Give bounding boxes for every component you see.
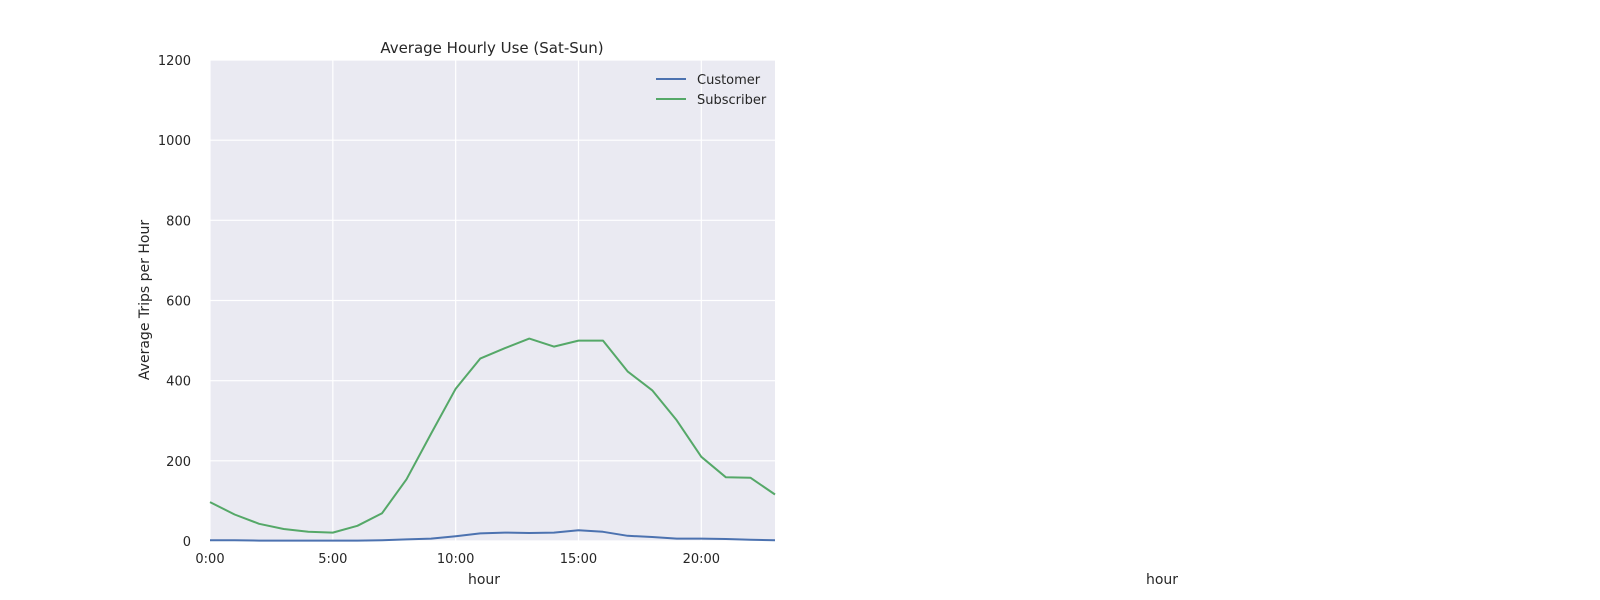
x-tick-label: 0:00 <box>195 552 224 567</box>
tick-labels: 0 200 400 600 800 1000 1200 0:00 5:00 10:00 15:00 2… <box>158 54 720 567</box>
y-tick-label: 1000 <box>158 134 191 149</box>
y-tick-label: 1200 <box>158 54 191 69</box>
series-layer <box>209 337 776 542</box>
x-tick-label: 20:00 <box>683 552 720 567</box>
y-axis-label: Average Trips per Hour <box>137 220 153 380</box>
second-panel-x-axis-label: hour <box>1146 572 1178 588</box>
y-tick-label: 200 <box>166 455 191 470</box>
legend-subscriber-label: Subscriber <box>697 93 767 108</box>
gridlines <box>209 59 775 542</box>
y-tick-label: 600 <box>166 295 191 310</box>
y-tick-label: 800 <box>166 214 191 229</box>
series-line-subscriber <box>209 337 776 534</box>
legend: Customer Subscriber <box>656 73 767 108</box>
x-axis-label: hour <box>468 572 500 588</box>
legend-customer-label: Customer <box>697 73 761 88</box>
y-tick-label: 0 <box>183 535 191 550</box>
series-line-customer <box>210 529 776 542</box>
x-tick-label: 10:00 <box>437 552 474 567</box>
x-tick-label: 5:00 <box>318 552 347 567</box>
x-tick-label: 15:00 <box>560 552 597 567</box>
y-tick-label: 400 <box>166 375 191 390</box>
chart-title: Average Hourly Use (Sat-Sun) <box>380 39 603 57</box>
